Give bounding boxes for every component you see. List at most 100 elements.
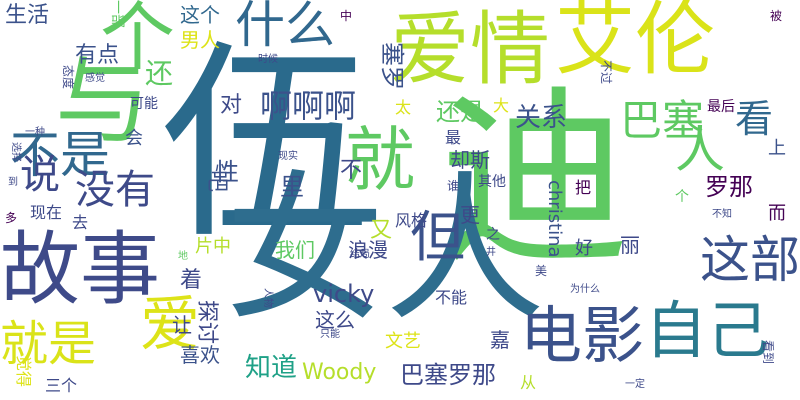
- cloud-word: 说: [20, 152, 60, 198]
- cloud-word: 中: [340, 9, 353, 23]
- cloud-word: 迪: [440, 69, 631, 290]
- cloud-word: vicky: [313, 280, 375, 308]
- cloud-word: 爱情: [390, 3, 550, 96]
- cloud-word: 上: [768, 138, 786, 159]
- cloud-word: 现在: [30, 203, 63, 222]
- cloud-word: 现实: [278, 151, 298, 162]
- cloud-word: 最: [445, 128, 462, 147]
- cloud-word: 不知: [712, 209, 732, 220]
- cloud-word: 个: [675, 189, 689, 205]
- cloud-word: 还是: [436, 98, 484, 126]
- cloud-word: 这么: [315, 308, 355, 332]
- cloud-word: 关系: [515, 103, 568, 133]
- cloud-word: 觉得: [14, 355, 33, 388]
- cloud-word: 知道: [245, 353, 298, 383]
- cloud-word: 探讨: [194, 300, 219, 345]
- cloud-word: christina: [544, 180, 565, 258]
- cloud-word: 太: [395, 98, 412, 117]
- cloud-word: 男人: [180, 28, 220, 52]
- cloud-word: 爱: [140, 290, 200, 360]
- cloud-word: 啊啊啊: [260, 87, 357, 125]
- cloud-word: 更: [460, 203, 480, 227]
- cloud-word: 一种: [25, 127, 45, 138]
- cloud-word: 可能: [130, 96, 158, 112]
- cloud-word: 看到: [761, 340, 775, 365]
- cloud-word: 喜欢: [180, 343, 220, 367]
- cloud-word: 什么: [235, 0, 335, 54]
- cloud-word: 人: [675, 121, 725, 179]
- cloud-word: 感觉: [85, 73, 105, 84]
- cloud-word: 丽: [620, 233, 640, 257]
- cloud-word: 文艺: [385, 331, 421, 352]
- cloud-word: 到: [8, 177, 18, 188]
- cloud-word: 又: [370, 218, 393, 243]
- cloud-word: 我们: [275, 238, 315, 262]
- cloud-word: 多: [5, 211, 18, 225]
- cloud-word: 井: [486, 247, 496, 258]
- cloud-word: 吧: [204, 170, 229, 193]
- cloud-word: 人物: [262, 288, 273, 308]
- cloud-word: 就是: [0, 316, 97, 372]
- cloud-word: 谁: [447, 179, 460, 193]
- cloud-word: 就: [345, 119, 415, 201]
- cloud-word: 美: [535, 264, 548, 278]
- cloud-word: 不是: [10, 126, 110, 184]
- cloud-word: 但: [410, 205, 466, 269]
- cloud-word: 与: [55, 47, 151, 157]
- cloud-word: 罗那: [705, 173, 753, 201]
- cloud-word: 为什么: [570, 284, 600, 295]
- cloud-word: 之: [486, 227, 500, 243]
- cloud-word: 故事: [0, 223, 160, 316]
- cloud-word: 其他: [478, 174, 506, 190]
- cloud-word: 去: [72, 213, 89, 232]
- cloud-word: 选择: [10, 142, 21, 162]
- cloud-word: 对: [220, 93, 243, 118]
- cloud-word: 不过: [599, 60, 613, 85]
- cloud-word: 把: [575, 178, 592, 197]
- cloud-word: 浪漫: [348, 238, 388, 262]
- cloud-word: 塞罗: [378, 42, 406, 90]
- cloud-word: 一定: [625, 379, 645, 390]
- cloud-word: 艾伦: [555, 0, 715, 86]
- cloud-word: 生活: [5, 3, 50, 28]
- cloud-word: 不: [340, 158, 363, 183]
- cloud-word: 着: [180, 268, 203, 293]
- cloud-word: Woody: [302, 360, 377, 385]
- cloud-word: 一部: [109, 0, 125, 28]
- cloud-word: 还: [145, 57, 174, 90]
- cloud-word: 嘉: [490, 328, 510, 352]
- cloud-word: 里: [280, 173, 304, 201]
- cloud-word: 巴塞: [620, 96, 705, 145]
- cloud-word: 而: [768, 203, 786, 224]
- cloud-word: 风格: [395, 211, 428, 230]
- cloud-word: 自己: [645, 294, 770, 367]
- cloud-word: 好: [575, 238, 593, 259]
- cloud-word: 从: [520, 373, 537, 392]
- cloud-word: 个: [100, 0, 176, 81]
- cloud-word: 这个: [180, 3, 220, 27]
- cloud-word: 不能: [435, 288, 468, 307]
- cloud-word: 电影: [520, 299, 645, 372]
- cloud-word: 三个: [45, 376, 78, 395]
- cloud-word: 却: [450, 148, 470, 172]
- cloud-word: 有点: [75, 43, 120, 68]
- cloud-word: 被: [770, 9, 783, 23]
- cloud-word: 巴塞罗那: [400, 361, 496, 389]
- cloud-word: 看: [735, 97, 774, 141]
- cloud-word: 最后: [707, 99, 735, 115]
- cloud-word: 态度: [61, 65, 75, 90]
- cloud-word: 没有: [75, 167, 155, 213]
- cloud-word: 斯: [470, 148, 490, 172]
- cloud-word: 女人: [225, 156, 546, 343]
- cloud-word: 伍: [160, 22, 371, 267]
- cloud-word: 片中: [195, 236, 231, 257]
- cloud-word: 这部: [700, 231, 800, 289]
- cloud-word: 大: [493, 96, 510, 115]
- cloud-word: 性: [215, 158, 239, 186]
- cloud-word: 时候: [258, 54, 278, 65]
- cloud-word: 只能: [320, 329, 340, 340]
- cloud-word: 会: [125, 128, 143, 149]
- cloud-word: 让: [172, 313, 192, 337]
- cloud-word: 地: [178, 251, 188, 262]
